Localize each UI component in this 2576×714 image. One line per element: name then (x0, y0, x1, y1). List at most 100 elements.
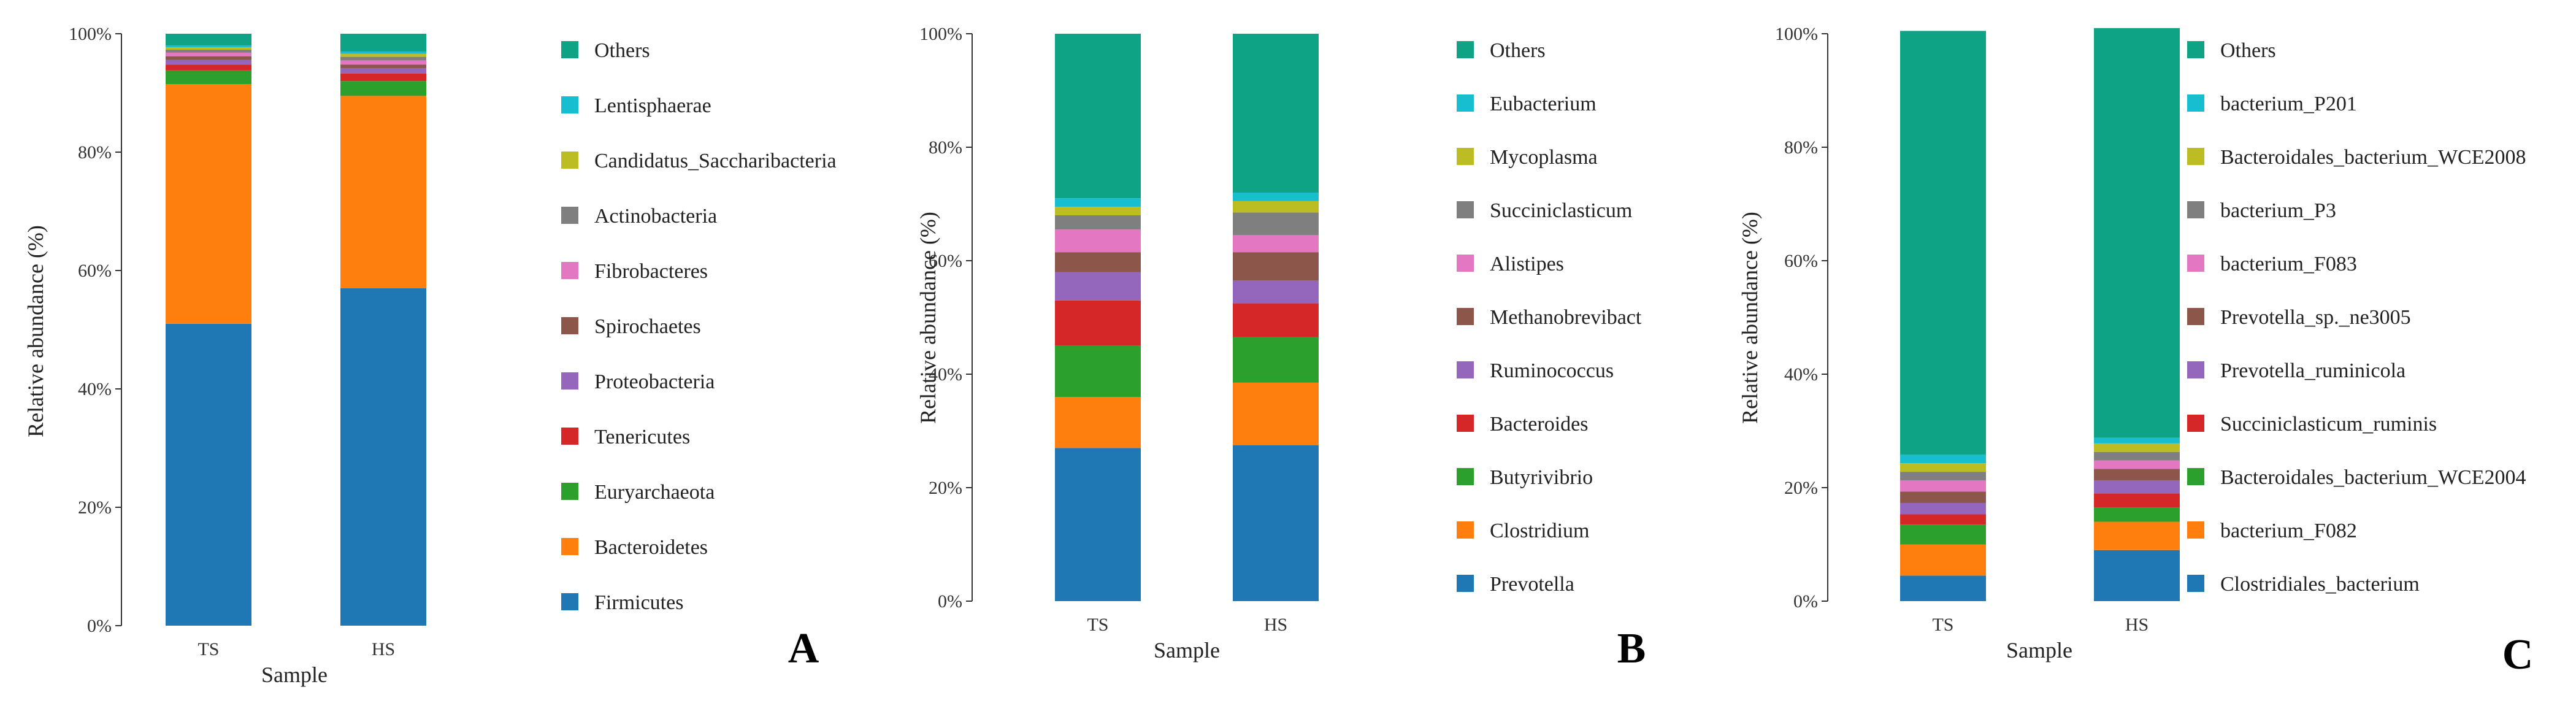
legend-swatch (561, 262, 578, 279)
y-tick-label: 80% (929, 137, 962, 158)
bar-segment (2094, 521, 2180, 550)
bar-segment (1233, 303, 1319, 337)
legend-label: Bacteroidetes (594, 536, 708, 559)
chart-panel-a: 0% 20% 40% 60% 80% 100% Relative abundance (%)… (23, 24, 837, 687)
legend-label: Prevotella_sp._ne3005 (2220, 306, 2411, 329)
legend-entry: Bacteroidetes (561, 536, 708, 559)
legend-swatch (1457, 255, 1474, 272)
bar-segment (166, 70, 251, 85)
legend-entry: Clostridiales_bacterium (2187, 573, 2420, 596)
bar-segment (166, 64, 251, 71)
legend-label: bacterium_F082 (2220, 520, 2357, 542)
y-tick-label: 0% (938, 591, 962, 612)
legend-swatch (561, 483, 578, 500)
x-axis-title: Sample (261, 662, 328, 687)
legend-label: Succiniclasticum_ruminis (2220, 413, 2437, 436)
legend-swatch (2187, 41, 2204, 58)
legend-entry: Prevotella_sp._ne3005 (2187, 306, 2411, 329)
x-tick-label: TS (197, 639, 219, 659)
bar-segment (340, 64, 426, 68)
bar-segment (1055, 397, 1141, 448)
legend-entry: Others (2187, 39, 2276, 62)
bar-segment (2094, 493, 2180, 508)
bar-segment (1233, 252, 1319, 281)
y-tick-label: 60% (1784, 251, 1818, 271)
legend-label: Others (2220, 39, 2276, 62)
legend-label: Prevotella (1490, 573, 1574, 596)
y-tick-label: 100% (1775, 24, 1818, 44)
legend-entry: Others (561, 39, 650, 62)
legend-swatch (1457, 201, 1474, 218)
legend-label: Firmicutes (594, 591, 683, 614)
x-tick-label: HS (372, 639, 395, 659)
bar-segment (1055, 252, 1141, 272)
legend-swatch (2187, 201, 2204, 218)
legend-entry: Clostridium (1457, 520, 1589, 542)
bar-segment (1055, 272, 1141, 301)
legend-label: Bacteroides (1490, 413, 1589, 436)
bar-segment (340, 96, 426, 288)
bar-segment (340, 60, 426, 65)
x-tick-label: TS (1932, 615, 1953, 635)
y-tick-label: 20% (929, 478, 962, 498)
bar-segment (340, 67, 426, 74)
y-tick-label: 100% (69, 24, 112, 44)
x-tick-label: TS (1087, 615, 1108, 635)
legend-label: Others (594, 39, 650, 62)
legend-entry: Succiniclasticum (1457, 199, 1632, 222)
legend-label: Euryarchaeota (594, 481, 715, 504)
panel-letter: A (788, 625, 819, 672)
bar-segment (166, 323, 251, 626)
bar-segment (1900, 463, 1986, 472)
legend-swatch (1457, 308, 1474, 325)
bar-segment (166, 34, 251, 46)
legend-entry: Actinobacteria (561, 205, 717, 228)
bar-segment (1055, 198, 1141, 207)
legend-label: Methanobrevibact (1490, 306, 1642, 329)
bar-segment (2094, 550, 2180, 601)
chart-panel-c: 0% 20% 40% 60% 80% 100% Relative abundance (%)… (1738, 24, 2534, 678)
bar-segment (1900, 544, 1986, 576)
bar-segment (2094, 443, 2180, 452)
bar-segment (1055, 229, 1141, 253)
legend-label: Candidatus_Saccharibacteria (594, 150, 837, 172)
x-tick-label: HS (2125, 615, 2149, 635)
legend-entry: Butyrivibrio (1457, 466, 1593, 489)
legend-swatch (2187, 468, 2204, 485)
bar-segment (340, 288, 426, 626)
legend-label: Clostridium (1490, 520, 1589, 542)
legend-swatch (1457, 521, 1474, 539)
panel-letter: C (2502, 631, 2534, 678)
y-axis-title: Relative abundance (%) (1738, 212, 1762, 424)
legend-swatch (2187, 361, 2204, 378)
panel-letter: B (1617, 625, 1646, 672)
bar-segment (2094, 437, 2180, 443)
legend-entry: Euryarchaeota (561, 481, 715, 504)
bar-segment (166, 50, 251, 53)
legend-entry: Bacteroidales_bacterium_WCE2008 (2187, 146, 2526, 169)
y-axis-title: Relative abundance (%) (23, 225, 48, 437)
legend-swatch (2187, 415, 2204, 432)
bar-segment (1233, 193, 1319, 201)
bar-segment (1055, 215, 1141, 230)
legend-label: bacterium_P3 (2220, 199, 2336, 222)
legend-swatch (2187, 575, 2204, 592)
legend-label: Ruminococcus (1490, 359, 1614, 382)
y-tick-label: 60% (78, 261, 112, 281)
legend-entry: Ruminococcus (1457, 359, 1614, 382)
legend-swatch (1457, 41, 1474, 58)
legend-entry: Firmicutes (561, 591, 683, 614)
legend-label: Proteobacteria (594, 370, 715, 393)
bar-segment (166, 45, 251, 48)
bar-segment (1233, 201, 1319, 213)
legend-swatch (2187, 255, 2204, 272)
legend-label: Spirochaetes (594, 315, 701, 338)
legend-swatch (1457, 361, 1474, 378)
y-tick-label: 20% (1784, 478, 1818, 498)
y-tick-label: 100% (919, 24, 962, 44)
bar-segment (2094, 451, 2180, 461)
x-axis-title: Sample (2006, 638, 2072, 662)
legend-swatch (2187, 148, 2204, 165)
legend-swatch (561, 372, 578, 390)
bar-segment (340, 34, 426, 52)
